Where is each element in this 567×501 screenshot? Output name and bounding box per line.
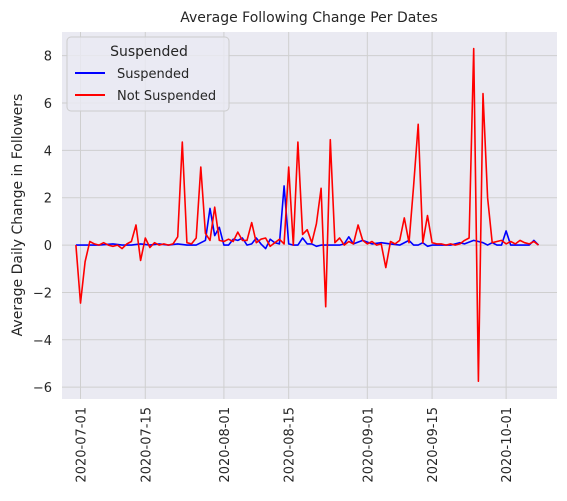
y-tick-label: 8 xyxy=(44,50,52,65)
legend: Suspended Suspended Not Suspended xyxy=(66,36,230,112)
x-tick-label: 2020-09-01 xyxy=(361,407,376,483)
x-tick-label: 2020-07-01 xyxy=(75,407,90,483)
x-tick-label: 2020-07-15 xyxy=(139,407,154,483)
y-tick-label: −4 xyxy=(33,334,52,349)
y-tick-label: 0 xyxy=(44,239,52,254)
legend-label-suspended: Suspended xyxy=(117,67,189,82)
y-tick-label: 4 xyxy=(44,144,52,159)
legend-label-not-suspended: Not Suspended xyxy=(117,89,216,104)
legend-title: Suspended xyxy=(110,44,188,60)
series-line-not-suspended xyxy=(75,47,539,383)
y-tick-label: 6 xyxy=(44,97,52,112)
chart-title: Average Following Change Per Dates xyxy=(180,10,438,26)
series-line-suspended xyxy=(75,185,540,250)
legend-box xyxy=(66,36,230,112)
x-tick-label: 2020-08-15 xyxy=(283,407,298,483)
y-axis-ticks: −6 −4 −2 0 2 4 6 8 xyxy=(33,50,52,396)
series-lines xyxy=(75,47,540,383)
x-axis-ticks: 2020-07-01 2020-07-15 2020-08-01 2020-08-15… xyxy=(75,407,516,483)
y-axis-label: Average Daily Change in Followers xyxy=(10,94,26,337)
y-tick-label: 2 xyxy=(44,192,52,207)
x-tick-label: 2020-09-15 xyxy=(426,407,441,483)
x-tick-label: 2020-10-01 xyxy=(500,407,515,483)
y-tick-label: −2 xyxy=(33,286,52,301)
x-tick-label: 2020-08-01 xyxy=(218,407,233,483)
y-tick-label: −6 xyxy=(33,381,52,396)
